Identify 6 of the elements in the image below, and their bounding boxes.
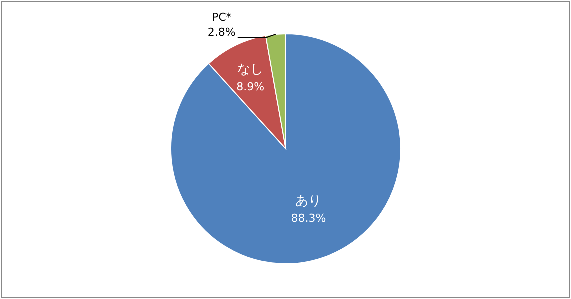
data-label: 8.9% (236, 80, 265, 94)
slice-label: PC* (212, 11, 232, 24)
data-label: 2.8% (208, 26, 236, 39)
slice-label: なし (238, 62, 264, 78)
data-label: 88.3% (291, 212, 326, 226)
slice-label: あり (296, 194, 322, 210)
